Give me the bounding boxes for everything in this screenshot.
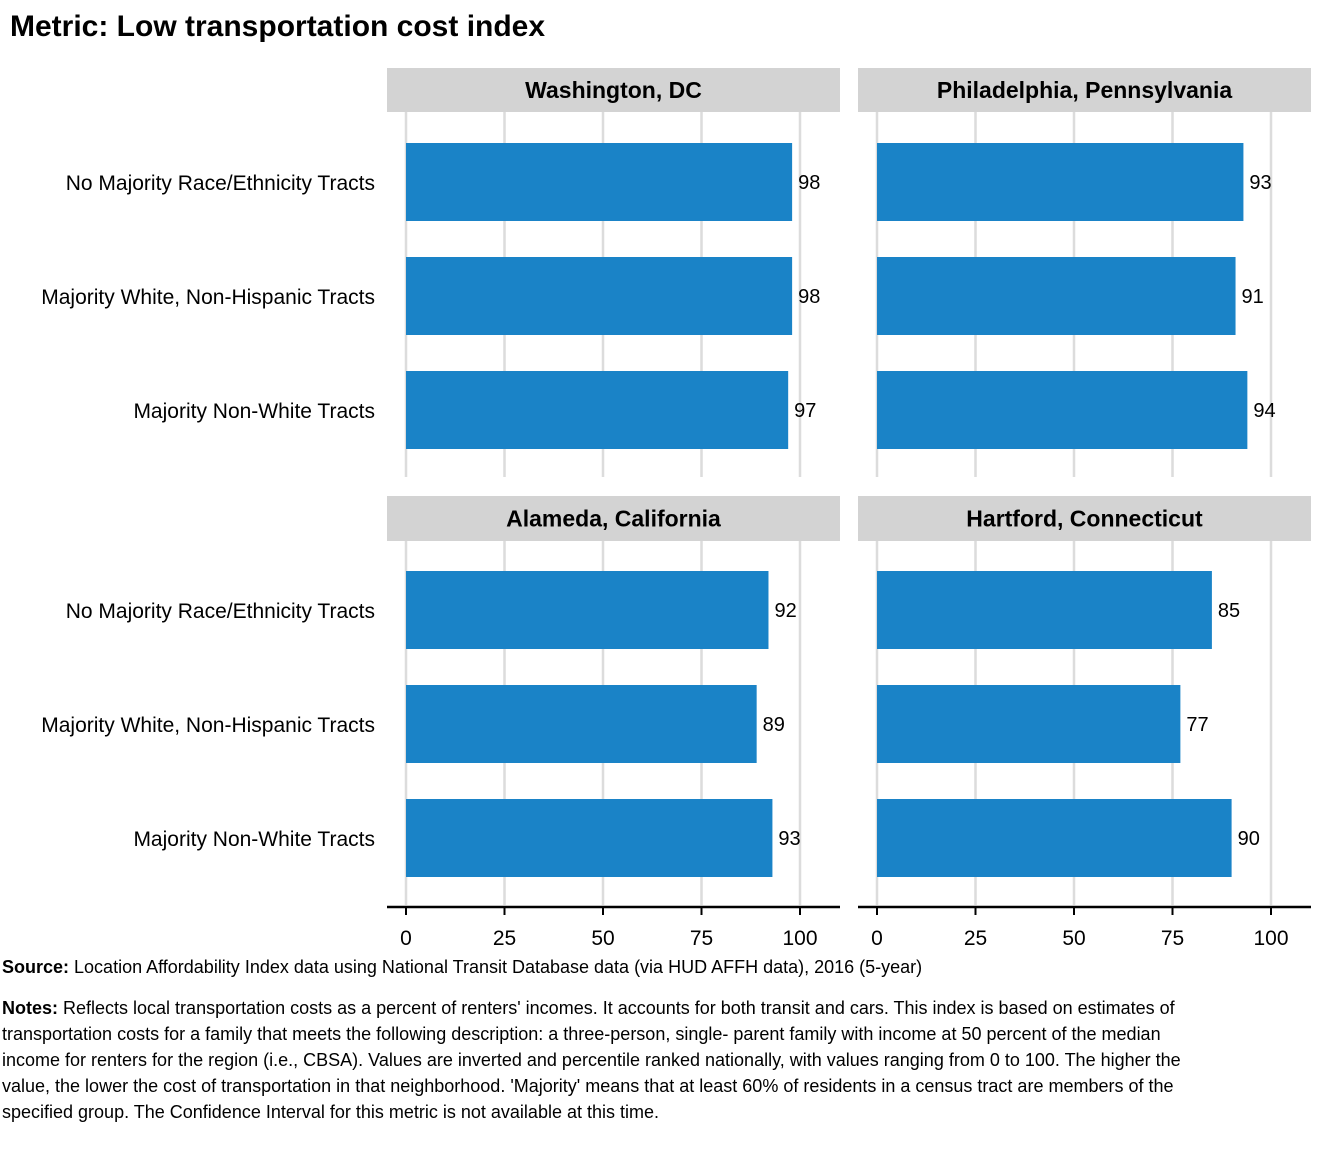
category-label: No Majority Race/Ethnicity Tracts xyxy=(66,172,375,195)
category-label: Majority White, Non-Hispanic Tracts xyxy=(41,714,375,737)
bar-value-label: 90 xyxy=(1238,828,1260,850)
bar xyxy=(877,685,1181,763)
source-text: Location Affordability Index data using … xyxy=(69,957,923,977)
x-tick-label: 100 xyxy=(1253,927,1288,950)
category-label: Majority Non-White Tracts xyxy=(133,400,375,423)
bar-value-label: 97 xyxy=(794,400,816,422)
bar-value-label: 85 xyxy=(1218,600,1240,622)
x-tick-label: 75 xyxy=(1161,927,1184,950)
bar xyxy=(877,257,1236,335)
source-label: Source: xyxy=(2,957,70,977)
bar xyxy=(406,371,789,449)
bar xyxy=(406,143,793,221)
bar xyxy=(406,257,793,335)
x-tick-label: 50 xyxy=(1062,927,1085,950)
bar xyxy=(877,799,1232,877)
facet-strip xyxy=(387,496,840,541)
category-label: Majority White, Non-Hispanic Tracts xyxy=(41,286,375,309)
facet-strip xyxy=(387,68,840,112)
notes-text: Reflects local transportation costs as a… xyxy=(2,998,1181,1122)
bar xyxy=(406,799,773,877)
bar-value-label: 98 xyxy=(798,172,820,194)
bar-value-label: 92 xyxy=(774,600,796,622)
notes-note: Notes: Reflects local transportation cos… xyxy=(2,995,1222,1125)
x-tick-label: 50 xyxy=(591,927,614,950)
bar-value-label: 89 xyxy=(763,714,785,736)
bar xyxy=(877,143,1244,221)
faceted-bar-chart: Washington, DC 98 98 97 No Majority Race/Eth… xyxy=(41,68,1311,950)
bar-value-label: 94 xyxy=(1253,400,1275,422)
bar xyxy=(877,571,1212,649)
x-tick-label: 0 xyxy=(871,927,883,950)
x-tick-label: 100 xyxy=(782,927,817,950)
chart-title: Metric: Low transportation cost index xyxy=(10,10,546,43)
notes-label: Notes: xyxy=(2,998,59,1018)
bar-value-label: 91 xyxy=(1242,286,1264,308)
bar-value-label: 93 xyxy=(1249,172,1271,194)
facet-title: Hartford, Connecticut xyxy=(966,506,1203,532)
x-tick-label: 75 xyxy=(690,927,713,950)
bar-value-label: 77 xyxy=(1186,714,1208,736)
facet-strip xyxy=(858,68,1311,112)
facet-strip xyxy=(858,496,1311,541)
x-tick-label: 25 xyxy=(964,927,987,950)
bar-value-label: 93 xyxy=(778,828,800,850)
facet-title: Philadelphia, Pennsylvania xyxy=(937,77,1232,103)
category-label: Majority Non-White Tracts xyxy=(133,828,375,851)
bar xyxy=(877,371,1248,449)
source-note: Source: Location Affordability Index dat… xyxy=(2,957,922,978)
facet-title: Alameda, California xyxy=(506,506,721,532)
bar xyxy=(406,571,769,649)
bar xyxy=(406,685,757,763)
category-label: No Majority Race/Ethnicity Tracts xyxy=(66,600,375,623)
facet-title: Washington, DC xyxy=(525,77,702,103)
x-tick-label: 25 xyxy=(493,927,516,950)
x-tick-label: 0 xyxy=(400,927,412,950)
bar-value-label: 98 xyxy=(798,286,820,308)
